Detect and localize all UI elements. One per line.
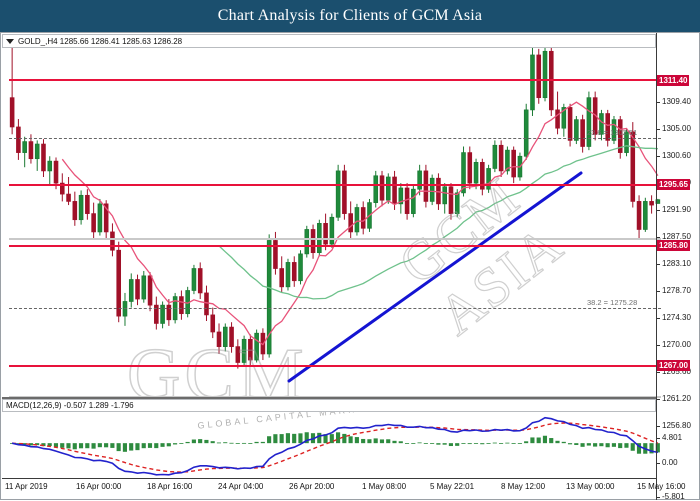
pane-separator (2, 397, 656, 399)
price-tick-label: 1256.80 (662, 421, 691, 430)
price-tick-mark (657, 438, 660, 439)
time-axis-label: 16 Apr 00:00 (76, 482, 122, 491)
price-tick-label: 1291.90 (662, 205, 691, 214)
price-tick-mark (657, 102, 660, 103)
symbol-info-text: GOLD_,H4 1285.66 1286.41 1285.63 1286.28 (18, 36, 183, 46)
price-level-label[interactable]: 1267.00 (657, 360, 690, 371)
price-tick-label: 1309.40 (662, 97, 691, 106)
price-tick-mark (657, 399, 660, 400)
trendline-overlay[interactable] (9, 33, 661, 393)
macd-pane[interactable] (9, 405, 661, 477)
price-tick-mark (657, 237, 660, 238)
price-tick-mark (657, 129, 660, 130)
time-axis: 11 Apr 2019 16 Apr 00:00 18 Apr 16:00 24 Ap… (1, 480, 700, 500)
macd-series (10, 416, 660, 476)
price-tick-mark (657, 426, 660, 427)
price-level-label[interactable]: 1311.40 (657, 75, 690, 86)
price-tick-label: 1270.00 (662, 340, 691, 349)
time-axis-label: 11 Apr 2019 (5, 482, 48, 491)
fib-label-382: 38.2 = 1275.28 (587, 298, 638, 307)
page-title: Chart Analysis for Clients of GCM Asia (217, 7, 483, 24)
price-tick-label: 1305.00 (662, 124, 691, 133)
price-tick-label: 1261.20 (662, 394, 691, 403)
time-axis-label: 13 May 00:00 (566, 482, 615, 491)
price-tick-label: 1300.60 (662, 151, 691, 160)
time-axis-label: 1 May 08:00 (362, 482, 407, 491)
price-tick-label: 0.00 (662, 458, 678, 467)
time-axis-label: 24 Apr 04:00 (218, 482, 264, 491)
price-tick-label: 1274.30 (662, 313, 691, 322)
price-level-label[interactable]: 1295.65 (657, 179, 690, 190)
time-axis-label: 18 Apr 16:00 (147, 482, 193, 491)
price-tick-label: 1265.60 (662, 367, 691, 376)
level-line-1311[interactable] (9, 79, 661, 81)
price-tick-mark (657, 463, 660, 464)
symbol-info-bar[interactable]: GOLD_,H4 1285.66 1286.41 1285.63 1286.28 (2, 34, 656, 48)
price-level-label[interactable]: 1285.80 (657, 240, 690, 251)
price-pane[interactable]: GCM GLOBAL CAPITAL MARKETS GCM ASIA 23.6… (9, 33, 661, 431)
time-axis-label: 26 Apr 20:00 (289, 482, 335, 491)
level-line-1295[interactable] (9, 184, 661, 186)
price-scale[interactable]: 1309.401305.001300.601296.201291.901287.… (657, 33, 700, 501)
price-tick-mark (657, 264, 660, 265)
time-axis-label: 5 May 22:01 (430, 482, 475, 491)
price-tick-mark (657, 156, 660, 157)
level-line-1285[interactable] (9, 245, 661, 247)
price-tick-mark (657, 210, 660, 211)
candlestick-series (9, 41, 661, 369)
price-tick-mark (657, 291, 660, 292)
window-title-bar: Chart Analysis for Clients of GCM Asia (0, 0, 700, 32)
macd-info-text: MACD(12,26,9) -0.507 1.289 -1.796 (6, 401, 134, 410)
price-tick-label: -5.801 (662, 492, 685, 501)
fib-line-382 (9, 308, 661, 309)
fib-line-236 (9, 138, 661, 139)
price-tick-mark (657, 318, 660, 319)
gray-level-upper (9, 238, 661, 240)
chart-frame[interactable]: GCM GLOBAL CAPITAL MARKETS GCM ASIA 23.6… (0, 32, 700, 501)
price-tick-label: 4.801 (662, 433, 683, 442)
time-axis-label: 15 May 16:00 (637, 482, 686, 491)
price-axis-line (656, 33, 657, 500)
price-tick-label: 1278.70 (662, 286, 691, 295)
macd-info-bar[interactable]: MACD(12,26,9) -0.507 1.289 -1.796 (2, 399, 656, 412)
price-tick-label: 1283.10 (662, 259, 691, 268)
time-axis-label: 8 May 12:00 (501, 482, 546, 491)
price-tick-mark (657, 345, 660, 346)
chevron-down-icon[interactable] (6, 38, 14, 44)
level-line-1267[interactable] (9, 365, 661, 367)
price-tick-mark (657, 497, 660, 498)
price-tick-mark (657, 372, 660, 373)
time-axis-line (2, 478, 656, 479)
fib-label-236: 23.6 = 1302.51 (587, 128, 638, 137)
price-tick-label: 1287.50 (662, 232, 691, 241)
